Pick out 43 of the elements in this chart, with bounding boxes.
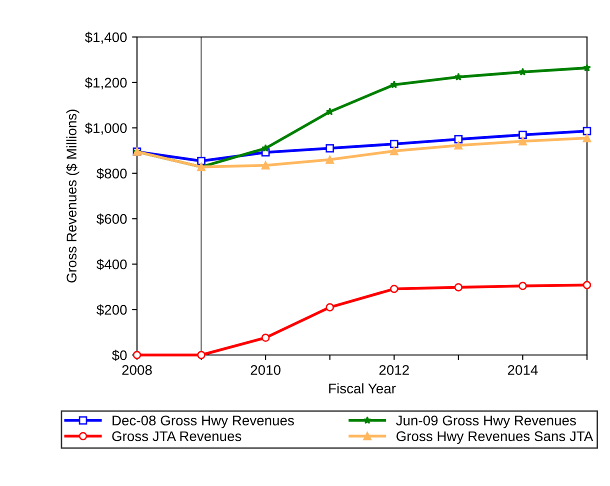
point — [518, 68, 527, 76]
point — [582, 126, 592, 136]
point — [518, 282, 527, 290]
legend-label: Gross Hwy Revenues Sans JTA — [396, 431, 594, 444]
point — [262, 144, 270, 152]
y-tick-label: $400 — [96, 258, 127, 270]
y-tick-label: $600 — [96, 213, 127, 225]
y-axis-title: Gross Revenues ($ Millions) — [66, 110, 80, 283]
point — [518, 137, 527, 146]
x-tick-label: 2012 — [379, 365, 409, 375]
y-tick-label: $1,200 — [84, 77, 127, 90]
point — [390, 80, 398, 88]
point — [454, 72, 462, 80]
point — [454, 135, 463, 144]
point — [326, 303, 334, 312]
point — [261, 161, 270, 170]
point — [197, 350, 206, 360]
point — [326, 155, 334, 164]
legend-label: Dec-08 Gross Hwy Revenues — [112, 416, 294, 428]
point — [454, 283, 463, 292]
point — [326, 108, 334, 116]
point — [454, 141, 463, 150]
point — [326, 144, 334, 152]
point — [518, 130, 527, 140]
x-tick-label: 2010 — [250, 365, 280, 375]
y-tick-label: $800 — [96, 168, 127, 180]
point — [197, 156, 206, 166]
point — [582, 134, 592, 142]
y-tick-label: $0 — [112, 350, 127, 361]
legend-label: Jun-09 Gross Hwy Revenues — [396, 416, 576, 428]
y-tick-label: $200 — [96, 304, 127, 316]
x-axis-title: Fiscal Year — [329, 383, 396, 394]
legend-label: Gross JTA Revenues — [112, 431, 242, 442]
point — [582, 280, 592, 290]
x-tick-label: 2008 — [122, 365, 152, 375]
x-tick-label: 2014 — [508, 365, 538, 375]
point — [390, 146, 398, 156]
point — [390, 140, 398, 148]
point — [261, 334, 270, 342]
point — [390, 284, 398, 294]
y-tick-label: $1,400 — [84, 32, 127, 44]
point — [583, 64, 591, 72]
y-tick-label: $1,000 — [84, 122, 127, 135]
